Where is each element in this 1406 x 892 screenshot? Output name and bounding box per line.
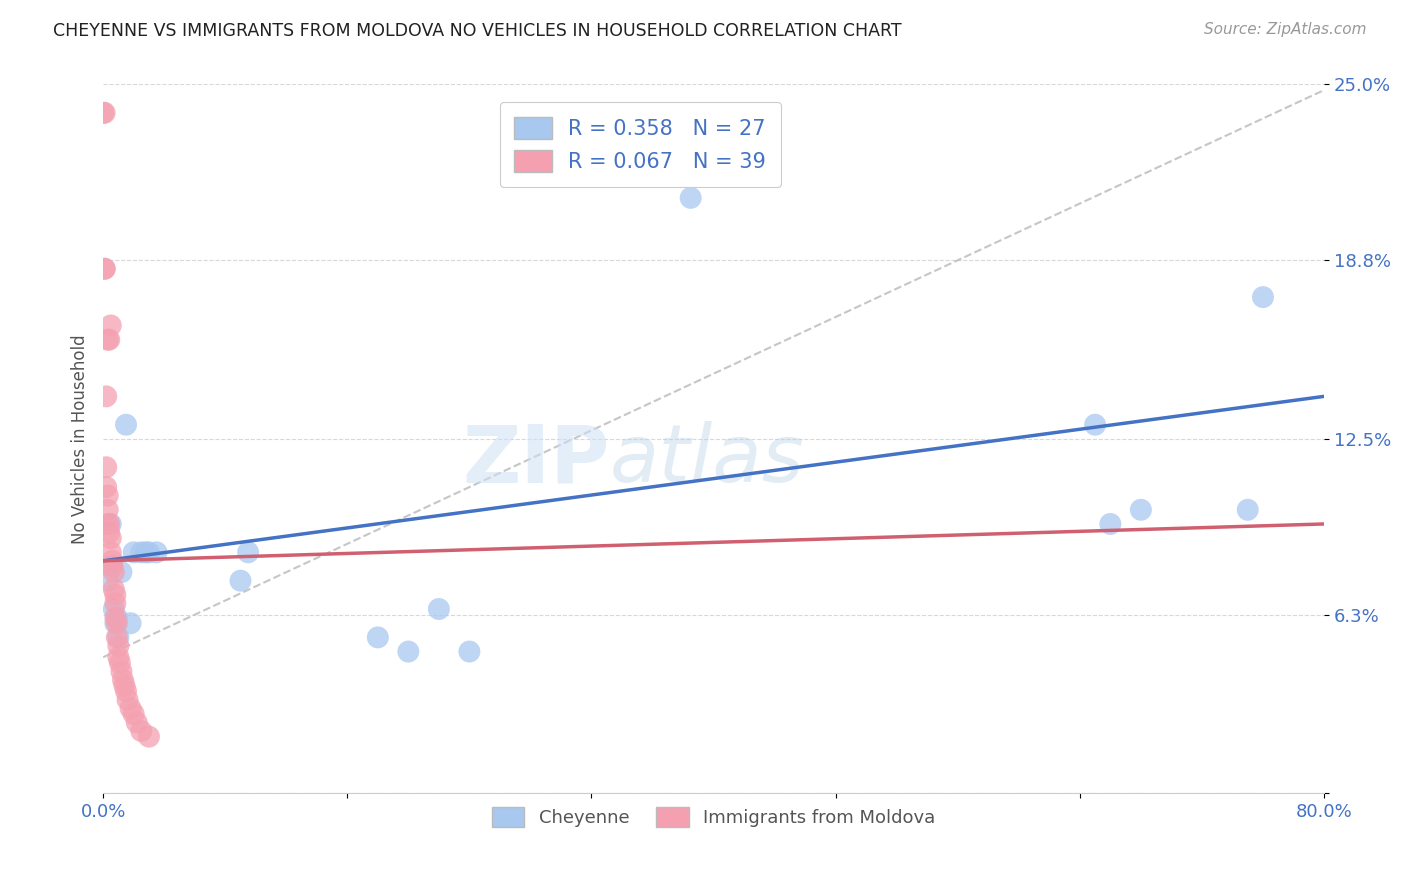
Point (107, 650, 129, 665)
Point (96, 460, 118, 475)
Point (229, 574, 252, 588)
Y-axis label: No Vehicles in Household: No Vehicles in Household (72, 334, 89, 544)
Point (91, 105, 114, 120)
Point (97, 489, 120, 503)
Point (104, 610, 127, 624)
Point (98, 333, 121, 347)
Text: atlas: atlas (610, 421, 804, 500)
Point (458, 644, 481, 658)
Point (427, 602, 450, 616)
Point (145, 545, 167, 559)
Point (103, 582, 125, 597)
Point (117, 692, 139, 706)
Point (129, 723, 152, 738)
Point (125, 715, 148, 730)
Point (97, 503, 120, 517)
Point (115, 684, 138, 698)
Point (101, 559, 124, 574)
Point (105, 631, 128, 645)
Point (98, 516, 121, 531)
Point (129, 545, 152, 559)
Point (93, 261, 115, 276)
Point (1236, 503, 1258, 517)
Legend: Cheyenne, Immigrants from Moldova: Cheyenne, Immigrants from Moldova (485, 799, 943, 834)
Point (122, 545, 145, 559)
Point (103, 602, 125, 616)
Point (114, 679, 136, 693)
Point (104, 588, 127, 602)
Point (367, 631, 389, 645)
Point (107, 631, 129, 645)
Point (1099, 516, 1122, 531)
Point (110, 565, 132, 579)
Text: ZIP: ZIP (463, 421, 610, 500)
Point (100, 516, 122, 531)
Point (100, 545, 122, 559)
Point (97, 516, 120, 531)
Point (101, 554, 124, 568)
Point (679, 191, 702, 205)
Point (107, 639, 129, 653)
Point (108, 656, 131, 670)
Text: CHEYENNE VS IMMIGRANTS FROM MOLDOVA NO VEHICLES IN HOUSEHOLD CORRELATION CHART: CHEYENNE VS IMMIGRANTS FROM MOLDOVA NO V… (53, 22, 903, 40)
Point (396, 644, 419, 658)
Point (236, 545, 259, 559)
Point (105, 616, 128, 631)
Point (138, 730, 160, 744)
Point (1129, 503, 1152, 517)
Point (100, 318, 122, 333)
Point (104, 596, 127, 610)
Point (122, 706, 145, 721)
Point (111, 673, 134, 687)
Point (120, 701, 142, 715)
Point (120, 616, 142, 631)
Point (1084, 417, 1107, 432)
Point (96, 480, 118, 494)
Point (104, 616, 127, 631)
Point (93, 261, 115, 276)
Point (93, 105, 115, 120)
Text: Source: ZipAtlas.com: Source: ZipAtlas.com (1204, 22, 1367, 37)
Point (101, 559, 124, 574)
Point (135, 545, 157, 559)
Point (103, 565, 125, 579)
Point (96, 389, 118, 403)
Point (100, 531, 122, 545)
Point (110, 665, 132, 679)
Point (97, 574, 120, 588)
Point (98, 525, 121, 540)
Point (115, 417, 138, 432)
Point (138, 545, 160, 559)
Point (1251, 290, 1274, 304)
Point (97, 333, 120, 347)
Point (105, 610, 128, 624)
